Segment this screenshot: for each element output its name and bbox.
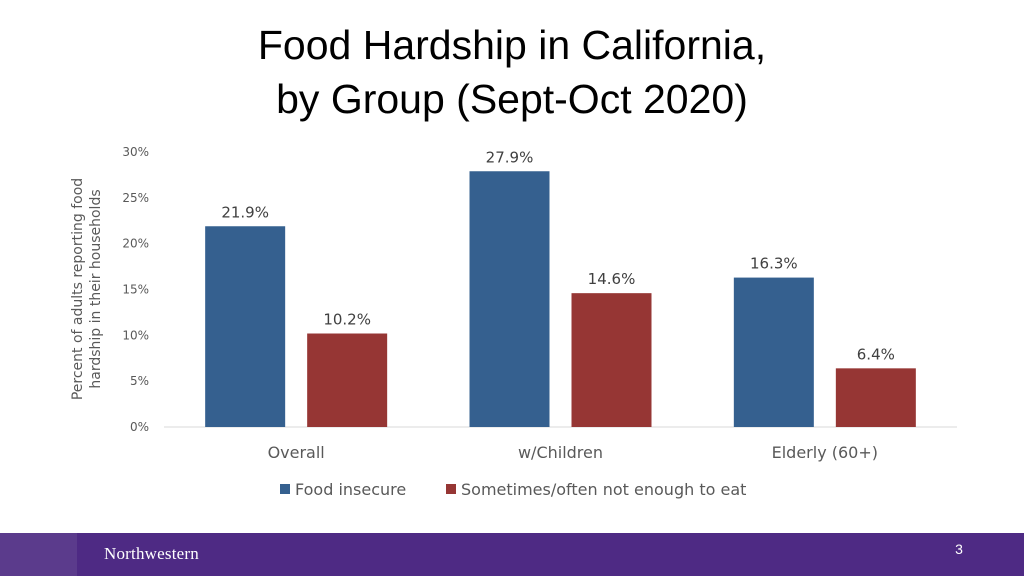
title-line-1: Food Hardship in California, — [257, 22, 767, 68]
data-label: 21.9% — [221, 203, 269, 221]
y-tick-label: 0% — [130, 420, 149, 434]
data-label: 6.4% — [857, 345, 895, 363]
legend: Food insecure Sometimes/often not enough … — [280, 480, 746, 499]
legend-label: Food insecure — [295, 480, 406, 499]
page-number: 3 — [955, 541, 963, 557]
bar-food-insecure-1 — [469, 171, 550, 427]
bar-food-insecure-2 — [733, 277, 814, 427]
y-tick-label: 20% — [122, 237, 149, 251]
data-label: 10.2% — [323, 311, 371, 329]
y-axis-title: Percent of adults reporting food hardshi… — [70, 178, 104, 400]
x-tick-label: Overall — [268, 443, 325, 462]
x-axis: Overall w/Children Elderly (60+) — [268, 443, 878, 462]
y-axis-title-line-1: Percent of adults reporting food — [70, 178, 86, 400]
legend-label: Sometimes/often not enough to eat — [461, 480, 746, 499]
legend-swatch — [446, 484, 456, 494]
y-axis: 0% 5% 10% 15% 20% 25% 30% — [122, 145, 149, 434]
bars: 21.9% 10.2% 27.9% 14.6% 16.3% 6.4% — [205, 148, 916, 427]
x-tick-label: Elderly (60+) — [772, 443, 878, 462]
bar-not-enough-to-eat-0 — [307, 333, 388, 427]
y-tick-label: 25% — [122, 191, 149, 205]
data-label: 14.6% — [588, 270, 636, 288]
y-tick-label: 30% — [122, 145, 149, 159]
y-tick-label: 15% — [122, 283, 149, 297]
y-tick-label: 5% — [130, 374, 149, 388]
bar-not-enough-to-eat-1 — [571, 293, 652, 427]
footer-bar: Northwestern 3 — [0, 533, 1024, 576]
y-axis-title-line-2: hardship in their households — [88, 189, 104, 388]
slide-title: Food Hardship in California, by Group (S… — [0, 18, 1024, 126]
y-tick-label: 10% — [122, 328, 149, 342]
x-tick-label: w/Children — [518, 443, 603, 462]
bar-chart: Percent of adults reporting food hardshi… — [70, 145, 957, 499]
northwestern-logo: Northwestern — [104, 544, 199, 563]
data-label: 16.3% — [750, 255, 798, 273]
legend-swatch — [280, 484, 290, 494]
title-line-2: by Group (Sept-Oct 2020) — [276, 76, 748, 122]
data-label: 27.9% — [486, 148, 534, 166]
bar-not-enough-to-eat-2 — [835, 368, 916, 427]
footer-accent-strip — [0, 533, 77, 576]
bar-food-insecure-0 — [205, 226, 286, 427]
